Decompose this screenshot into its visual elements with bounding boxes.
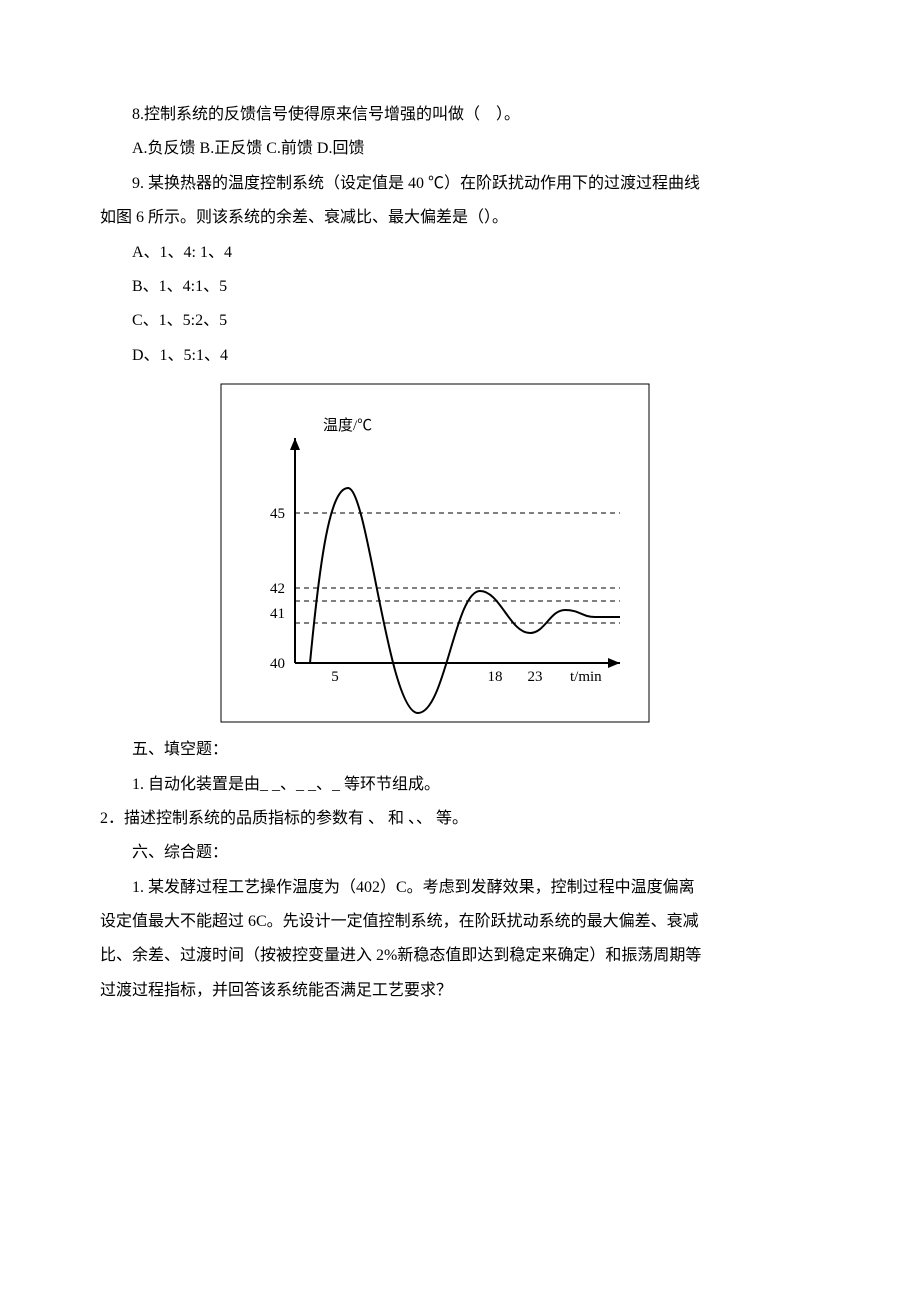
- svg-text:5: 5: [331, 669, 339, 685]
- section6-heading: 六、综合题：: [100, 838, 820, 868]
- svg-text:42: 42: [270, 581, 285, 597]
- sec6-q1-l4: 过渡过程指标，并回答该系统能否满足工艺要求？: [100, 976, 820, 1006]
- q8-options: A.负反馈 B.正反馈 C.前馈 D.回馈: [100, 134, 820, 164]
- section5-heading: 五、填空题：: [100, 735, 820, 765]
- q9-option-d: D、1、5:1、4: [100, 341, 820, 371]
- sec6-q1-l3: 比、余差、过渡时间（按被控变量进入 2%新稳态值即达到稳定来确定）和振荡周期等: [100, 941, 820, 971]
- page-content: 8.控制系统的反馈信号使得原来信号增强的叫做（ ）。 A.负反馈 B.正反馈 C…: [100, 100, 820, 1006]
- svg-text:温度/℃: 温度/℃: [323, 417, 372, 434]
- q9-option-b: B、1、4:1、5: [100, 272, 820, 302]
- svg-text:40: 40: [270, 656, 285, 672]
- svg-text:18: 18: [488, 669, 503, 685]
- transition-curve-chart: 温度/℃ 40 41 42 45 5 18 23 t/min: [220, 383, 650, 723]
- sec6-q1-l1: 1. 某发酵过程工艺操作温度为（402）C。考虑到发酵效果，控制过程中温度偏离: [100, 873, 820, 903]
- q9-stem-line1: 9. 某换热器的温度控制系统（设定值是 40 ℃）在阶跃扰动作用下的过渡过程曲线: [100, 169, 820, 199]
- sec5-q1: 1. 自动化装置是由_ _、_ _、_ 等环节组成。: [100, 770, 820, 800]
- q9-stem-line2: 如图 6 所示。则该系统的余差、衰减比、最大偏差是（）。: [100, 203, 820, 233]
- q9-option-a: A、1、4: 1、4: [100, 238, 820, 268]
- svg-text:t/min: t/min: [570, 669, 602, 685]
- sec6-q1-l2: 设定值最大不能超过 6C。先设计一定值控制系统，在阶跃扰动系统的最大偏差、衰减: [100, 907, 820, 937]
- sec5-q2: 2．描述控制系统的品质指标的参数有 、 和 、、 等。: [100, 804, 820, 834]
- svg-text:41: 41: [270, 606, 285, 622]
- svg-text:45: 45: [270, 506, 285, 522]
- q8-stem: 8.控制系统的反馈信号使得原来信号增强的叫做（ ）。: [100, 100, 820, 130]
- q9-option-c: C、1、5:2、5: [100, 306, 820, 336]
- chart-container: 温度/℃ 40 41 42 45 5 18 23 t/min: [220, 383, 650, 723]
- svg-text:23: 23: [528, 669, 543, 685]
